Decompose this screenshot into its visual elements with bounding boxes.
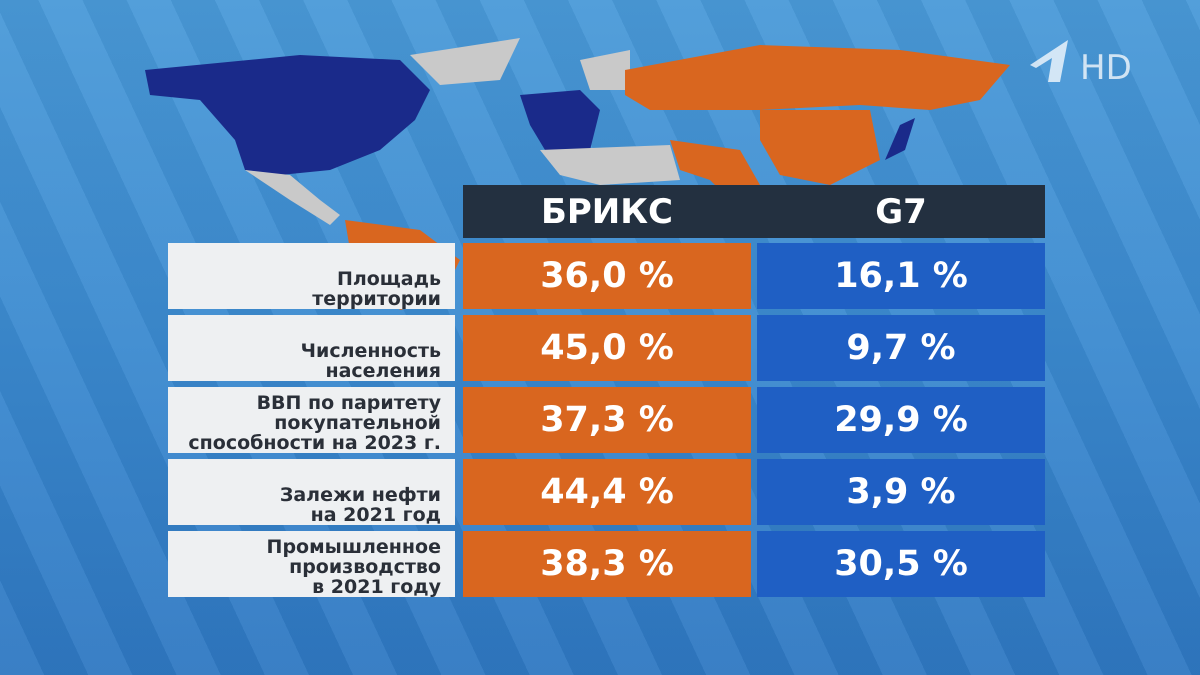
- greenland: [410, 38, 520, 85]
- mexico: [245, 170, 340, 225]
- brics-value: 37,3 %: [463, 387, 751, 453]
- channel-logo: [1030, 40, 1068, 82]
- g7-value: 29,9 %: [757, 387, 1045, 453]
- row-label: Площадь территории: [168, 243, 455, 309]
- middle-east: [540, 145, 680, 185]
- row-label-line: Площадь: [336, 268, 441, 290]
- row-label-line: населения: [325, 360, 441, 382]
- brics-value: 45,0 %: [463, 315, 751, 381]
- row-label-line: способности на 2023 г.: [188, 432, 441, 454]
- row-label-line: в 2021 году: [312, 576, 441, 598]
- row-label-line: Численность: [300, 340, 441, 362]
- north-america: [145, 55, 430, 175]
- row-label: ВВП по паритету покупательной способности …: [168, 387, 455, 453]
- row-label: Численность населения: [168, 315, 455, 381]
- brics-value: 36,0 %: [463, 243, 751, 309]
- row-label-line: на 2021 год: [310, 504, 441, 526]
- column-header: G7: [875, 191, 927, 232]
- row-label-line: ВВП по паритету: [256, 392, 441, 414]
- g7-value: 3,9 %: [757, 459, 1045, 525]
- brics-value: 38,3 %: [463, 531, 751, 597]
- column-header: БРИКС: [540, 191, 674, 232]
- row-label: Промышленное производство в 2021 году: [168, 531, 455, 597]
- japan: [885, 118, 915, 160]
- g7-value: 9,7 %: [757, 315, 1045, 381]
- g7-value: 30,5 %: [757, 531, 1045, 597]
- brics-value: 44,4 %: [463, 459, 751, 525]
- row-label: Залежи нефти на 2021 год: [168, 459, 455, 525]
- scandinavia: [580, 50, 630, 90]
- china: [760, 110, 880, 185]
- hd-logo: HD: [1080, 48, 1132, 88]
- column-header-bar: [463, 185, 1045, 238]
- row-label-line: Промышленное: [266, 536, 441, 558]
- russia: [625, 45, 1010, 110]
- europe: [520, 90, 600, 150]
- row-label-line: покупательной: [274, 412, 441, 434]
- row-label-line: территории: [312, 288, 441, 310]
- g7-value: 16,1 %: [757, 243, 1045, 309]
- row-label-line: производство: [289, 556, 441, 578]
- row-label-line: Залежи нефти: [279, 484, 441, 506]
